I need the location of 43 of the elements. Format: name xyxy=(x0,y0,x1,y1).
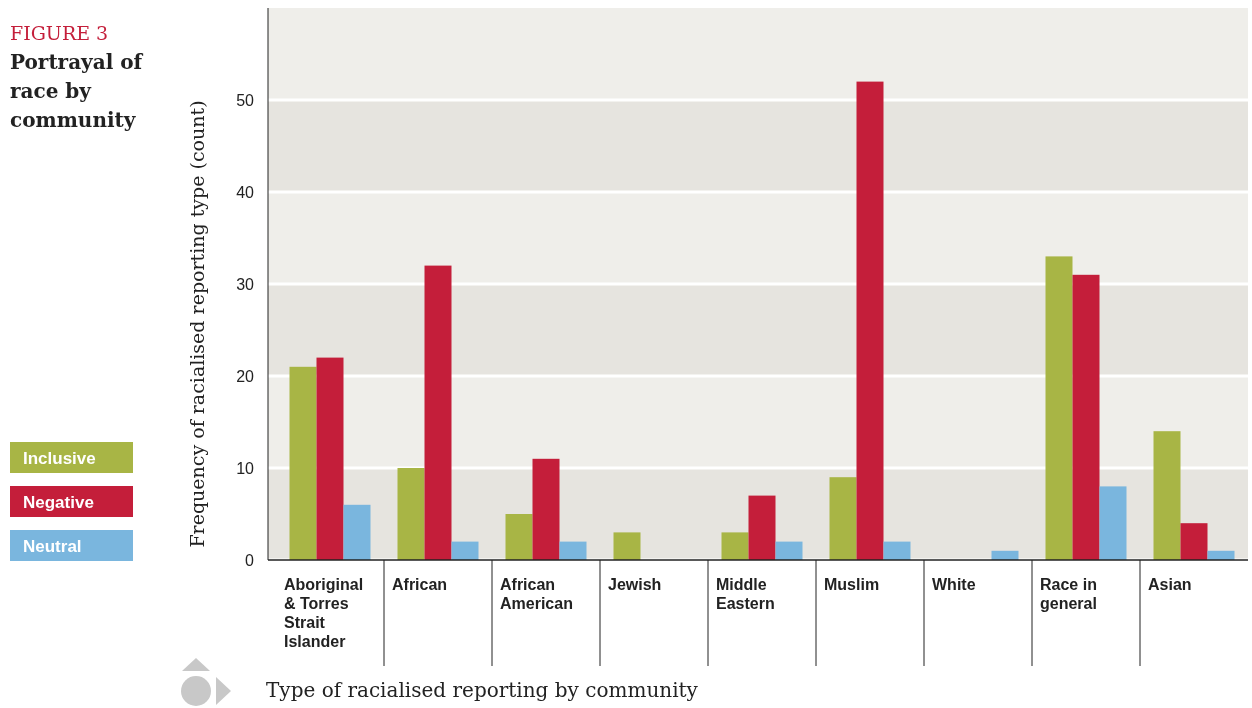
bar xyxy=(424,265,452,560)
bar xyxy=(559,541,587,560)
text: Inclusive xyxy=(23,449,96,468)
bar xyxy=(343,504,371,560)
y-tick-label: 40 xyxy=(236,184,255,201)
bar xyxy=(613,532,641,560)
text: Negative xyxy=(23,493,94,512)
bar xyxy=(748,495,776,560)
bar xyxy=(1099,486,1127,560)
x-tick-label: African xyxy=(392,576,448,593)
x-axis-title: Type of racialised reporting by community xyxy=(266,678,699,702)
x-tick-label: Muslim xyxy=(824,576,880,593)
y-tick-label: 50 xyxy=(236,92,255,109)
bar xyxy=(505,514,533,560)
bar xyxy=(721,532,749,560)
y-tick-label: 10 xyxy=(236,460,255,477)
bar xyxy=(1153,431,1181,560)
bar xyxy=(451,541,479,560)
y-tick-label: 20 xyxy=(236,368,255,385)
bar xyxy=(289,366,317,560)
bar xyxy=(532,458,560,560)
bar xyxy=(1045,256,1073,560)
x-tick-label: Asian xyxy=(1148,576,1192,593)
bar xyxy=(856,81,884,560)
x-tick-label: Aboriginal & Torres Strait Islander xyxy=(284,576,364,650)
y-tick-label: 0 xyxy=(245,552,255,569)
y-axis-title: Frequency of racialised reporting type (count) xyxy=(186,100,208,548)
y-tick-label: 30 xyxy=(236,276,255,293)
bar xyxy=(397,468,425,560)
x-tick-label: Race in general xyxy=(1040,576,1097,612)
text: Neutral xyxy=(23,537,82,556)
bar xyxy=(1180,523,1208,560)
bar xyxy=(883,541,911,560)
bar xyxy=(775,541,803,560)
bar xyxy=(316,357,344,560)
bar xyxy=(1072,274,1100,560)
caption: FIGURE 3 xyxy=(10,22,109,44)
x-tick-label: Middle Eastern xyxy=(716,576,775,612)
bar xyxy=(829,477,857,560)
x-tick-label: White xyxy=(932,576,976,593)
x-tick-label: African American xyxy=(500,576,573,612)
x-tick-label: Jewish xyxy=(608,576,662,593)
text: Portrayal of race by community xyxy=(10,50,144,132)
